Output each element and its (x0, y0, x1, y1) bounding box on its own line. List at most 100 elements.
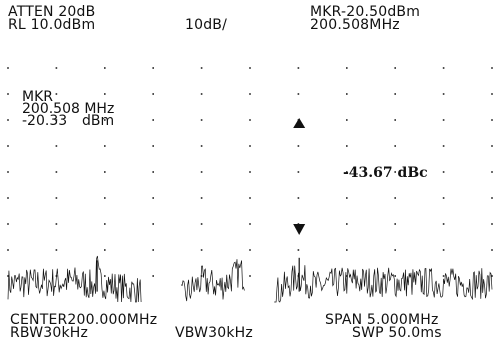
grid-dot (104, 119, 106, 121)
grid-dot (7, 119, 9, 121)
grid-dot (249, 67, 251, 69)
grid-dot (55, 67, 58, 69)
grid-dot (249, 223, 251, 225)
grid-dot (394, 119, 396, 121)
grid-dot (491, 119, 493, 121)
grid-dot (249, 171, 251, 173)
grid-dot (7, 275, 9, 277)
grid-dot (7, 197, 9, 199)
grid-dot (249, 249, 251, 251)
rbw-label: RBW30kHz (10, 325, 89, 341)
center-frequency-label: CENTER200.000MHz (10, 312, 158, 328)
grid-dot (249, 93, 251, 95)
grid-dot (7, 67, 9, 69)
grid-dot (200, 67, 203, 69)
grid-dot (346, 249, 348, 251)
grid-dot (152, 145, 154, 147)
trace-layer (7, 255, 493, 303)
grid-dot (104, 197, 106, 199)
grid-dot (394, 171, 396, 173)
grid-dot (7, 249, 9, 251)
grid-dot (55, 145, 58, 147)
grid-dot (152, 223, 154, 225)
grid-dot (200, 223, 203, 225)
grid-dot (200, 197, 203, 199)
span-label: SPAN 5.000MHz (325, 312, 439, 328)
grid-dot (394, 249, 396, 251)
marker-readout-label: MKR (22, 89, 53, 105)
grid-dot (249, 197, 251, 199)
grid-dot (7, 223, 9, 225)
grid-dot (297, 249, 300, 251)
grid-dot (200, 119, 203, 121)
grid-dot (346, 275, 348, 277)
grid-dot (297, 197, 300, 199)
grid-dot (491, 67, 493, 69)
grid-dot (55, 119, 58, 121)
grid-dot (104, 171, 106, 173)
grid-dot (200, 171, 203, 173)
marker-down-triangle (293, 224, 306, 235)
marker-level-header: MKR-20.50dBm (310, 4, 421, 20)
grid-dot (104, 145, 106, 147)
grid-dot (7, 145, 9, 147)
grid-dot (55, 93, 58, 95)
grid-dot (55, 249, 58, 251)
grid-dot (104, 223, 106, 225)
grid-dot (7, 171, 9, 173)
marker-readout-frequency: 200.508 MHz (22, 101, 115, 117)
grid-dot (55, 171, 58, 173)
grid-dot (442, 119, 445, 121)
grid-dot (394, 145, 396, 147)
grid-dot (394, 223, 396, 225)
grid-dot (442, 145, 445, 147)
reference-level-label: RL 10.0dBm (8, 17, 96, 33)
grid-dot (104, 67, 106, 69)
grid-dot (104, 275, 106, 277)
marker-frequency-header: 200.508MHz (310, 17, 400, 33)
grid-dot (491, 249, 493, 251)
grid-dot (200, 275, 203, 277)
delta-readout: -43.67 dBc (343, 165, 428, 181)
grid-dot (491, 93, 493, 95)
grid-dot (442, 275, 445, 277)
grid-dot (152, 249, 154, 251)
grid-dot (249, 145, 251, 147)
grid-dot (491, 145, 493, 147)
grid-dot (394, 67, 396, 69)
grid-dot (200, 145, 203, 147)
vbw-label: VBW30kHz (175, 325, 253, 341)
grid-dot (442, 67, 445, 69)
grid-dot (55, 223, 58, 225)
grid-dot (442, 93, 445, 95)
grid-dot (249, 119, 251, 121)
grid-dot (152, 197, 154, 199)
grid-dot (7, 93, 9, 95)
grid-dot (442, 197, 445, 199)
grid-dot (152, 67, 154, 69)
grid-dot (152, 93, 154, 95)
grid-dot (394, 93, 396, 95)
grid-dot (394, 275, 396, 277)
grid-dot (346, 67, 348, 69)
grid-dot (491, 171, 493, 173)
grid-dot (394, 197, 396, 199)
grid-dot (249, 275, 251, 277)
scale-label: 10dB/ (185, 17, 228, 33)
grid-dot (152, 171, 154, 173)
grid-dot (346, 145, 348, 147)
grid-dot (491, 223, 493, 225)
grid-dot (55, 197, 58, 199)
grid-dot (104, 249, 106, 251)
spectrum-trace (7, 255, 493, 303)
grid-dot (346, 171, 348, 173)
attenuation-label: ATTEN 20dB (8, 4, 96, 20)
marker-readout-unit: dBm (82, 113, 115, 129)
grid-dot (297, 67, 300, 69)
grid-dot (491, 275, 493, 277)
grid-dot (152, 275, 154, 277)
grid-dot (152, 119, 154, 121)
grid-dot (297, 93, 300, 95)
grid-dot (442, 249, 445, 251)
